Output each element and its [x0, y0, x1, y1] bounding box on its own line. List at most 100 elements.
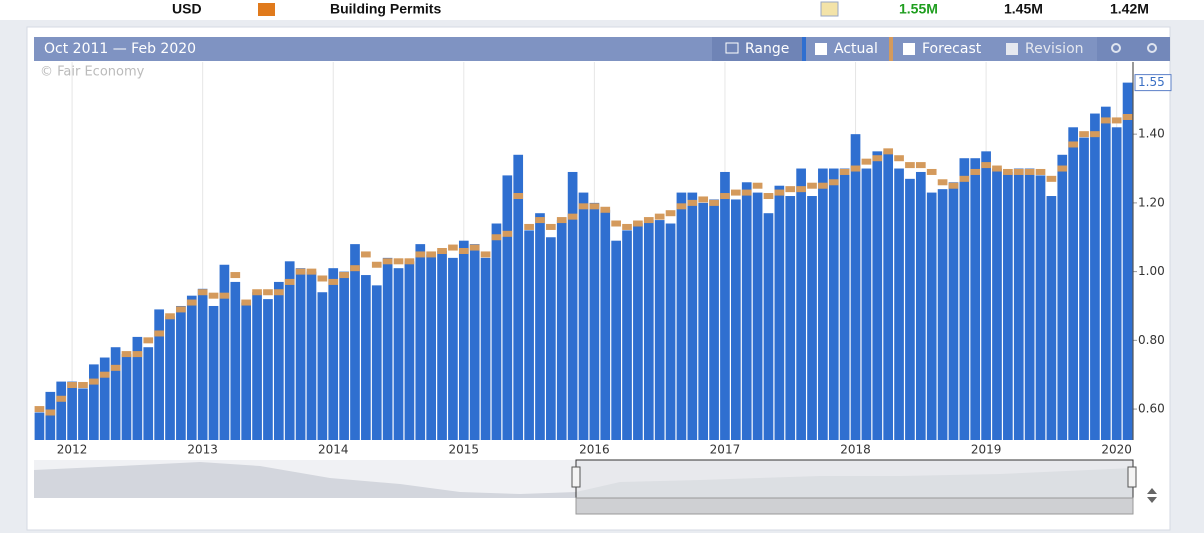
- zoom-in[interactable]: [1111, 43, 1121, 53]
- bar: [774, 185, 785, 440]
- bar: [915, 171, 926, 441]
- bar: [1003, 171, 1013, 441]
- bar: [818, 168, 828, 440]
- range-button[interactable]: [712, 37, 802, 61]
- bar: [230, 281, 241, 440]
- bar: [78, 388, 88, 440]
- bar: [709, 199, 719, 440]
- handle-right[interactable]: [1127, 466, 1137, 488]
- forecast-marker: [371, 261, 382, 268]
- bar: [361, 275, 371, 440]
- forecast-marker: [654, 213, 665, 220]
- bar: [295, 268, 306, 440]
- x-tick-label: 2014: [318, 443, 349, 457]
- forecast-marker: [273, 289, 284, 296]
- forecast-marker: [186, 299, 197, 306]
- bar: [317, 292, 328, 440]
- range-text: Oct 2011 — Feb 2020: [44, 41, 196, 57]
- forecast-marker: [730, 189, 741, 196]
- bar: [45, 391, 56, 440]
- detail-icon[interactable]: [820, 1, 839, 17]
- range-label[interactable]: Range: [745, 41, 789, 57]
- bar: [491, 223, 502, 440]
- forecast-marker: [1100, 117, 1111, 124]
- scrollbar[interactable]: [575, 497, 1134, 515]
- bar: [393, 268, 404, 440]
- forecast-marker: [56, 395, 67, 402]
- forecast-marker: [317, 275, 328, 282]
- bar: [34, 412, 45, 440]
- x-tick-label: 2017: [710, 443, 741, 457]
- bar: [720, 171, 730, 441]
- bar: [883, 151, 894, 440]
- bar: [273, 281, 284, 440]
- bar: [67, 381, 77, 440]
- bar: [763, 213, 774, 440]
- bar: [905, 178, 915, 440]
- x-tick-label: 2018: [840, 443, 871, 457]
- forecast-marker: [121, 351, 132, 358]
- forecast-marker: [89, 378, 99, 385]
- actual-checkbox[interactable]: [815, 43, 827, 55]
- forecast-marker: [828, 179, 839, 186]
- bar: [132, 336, 143, 440]
- forecast-marker: [1057, 165, 1068, 172]
- forecast-marker: [1024, 168, 1035, 175]
- bar: [186, 295, 197, 440]
- legend-actual[interactable]: Actual: [834, 41, 878, 57]
- handle-left[interactable]: [571, 466, 581, 488]
- forecast-marker: [1013, 168, 1024, 175]
- forecast-marker: [491, 234, 502, 241]
- legend-forecast[interactable]: Forecast: [922, 41, 982, 57]
- x-tick-label: 2020: [1101, 443, 1132, 457]
- bar: [1035, 175, 1046, 440]
- forecast-marker: [34, 406, 45, 413]
- forecast-marker: [807, 182, 817, 189]
- forecast-marker: [796, 186, 806, 193]
- bar: [546, 237, 556, 440]
- bar: [1100, 106, 1111, 440]
- zoom-buttons[interactable]: [1097, 37, 1170, 61]
- bar: [99, 357, 110, 440]
- impact-icon[interactable]: [258, 3, 275, 16]
- forecast-marker: [850, 165, 861, 172]
- forecast-marker: [230, 272, 241, 279]
- revision-checkbox[interactable]: [1006, 43, 1018, 55]
- bar: [850, 134, 861, 440]
- forecast-marker: [839, 168, 850, 175]
- forecast-marker: [448, 244, 458, 251]
- forecast-marker: [992, 165, 1002, 172]
- y-tick-label: 1.20: [1138, 195, 1165, 209]
- forecast-marker: [905, 162, 915, 169]
- forecast-marker: [110, 364, 121, 371]
- bar: [948, 182, 959, 441]
- forecast-marker: [915, 162, 926, 169]
- bar: [611, 240, 621, 440]
- bar: [143, 347, 154, 440]
- navigator-window[interactable]: [575, 459, 1134, 499]
- bar: [524, 230, 534, 440]
- forecast-marker: [208, 292, 219, 299]
- bar: [1068, 127, 1078, 441]
- header-row: [0, 0, 1204, 20]
- bar: [437, 251, 447, 440]
- resize-arrows[interactable]: [1147, 488, 1157, 503]
- forecast-marker: [894, 155, 904, 162]
- calendar-icon: [725, 42, 739, 54]
- zoom-out[interactable]: [1147, 43, 1157, 53]
- revision-label[interactable]: Revision: [1025, 41, 1084, 57]
- bar: [1079, 137, 1089, 440]
- forecast-checkbox[interactable]: [903, 43, 915, 55]
- forecast-marker: [1068, 141, 1078, 148]
- x-tick-label: 2019: [971, 443, 1002, 457]
- forecast-marker: [926, 168, 937, 175]
- bar: [578, 192, 589, 440]
- bar: [513, 154, 524, 441]
- forecast-marker: [165, 313, 175, 320]
- event-name[interactable]: Building Permits: [330, 1, 441, 17]
- forecast-marker: [763, 193, 774, 200]
- bar: [165, 316, 175, 440]
- actual-swatch: [802, 37, 806, 61]
